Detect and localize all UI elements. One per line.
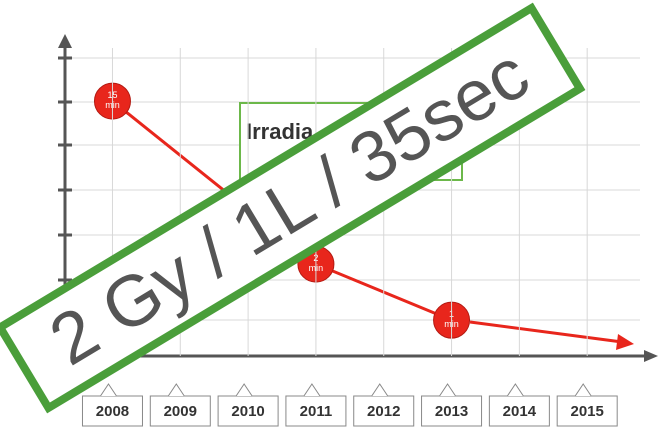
x-tick-box — [353, 395, 415, 427]
overlay-box — [0, 2, 586, 414]
x-tick-label: 2012 — [367, 403, 400, 420]
trend-arrow — [469, 320, 623, 344]
x-tick-pointer — [439, 383, 456, 397]
x-tick-pointer — [506, 383, 524, 397]
overlay: 2 Gy / 1L / 35sec — [0, 2, 586, 414]
x-tick-box — [421, 395, 483, 427]
label-box-text: Irradia — [246, 119, 314, 144]
trend-arrow-head — [616, 334, 634, 350]
x-axis-arrow — [644, 350, 658, 362]
x-tick-pointer — [371, 383, 389, 397]
x-tick-pointer — [167, 383, 185, 397]
x-ticks: 2008 2009 2010 2011 2012 2013 2014 2015 — [81, 48, 618, 427]
x-tick-label: 2014 — [503, 403, 537, 420]
x-tick-box — [556, 395, 618, 427]
y-axis-arrow — [58, 34, 72, 48]
x-tick-box — [149, 395, 211, 427]
x-tick-label: 2008 — [96, 403, 129, 420]
x-tick-box — [217, 395, 279, 427]
x-tick-label: 2010 — [231, 403, 264, 420]
x-tick-pointer — [100, 383, 117, 397]
x-tick-pointer — [303, 383, 321, 397]
x-tick-pointer — [235, 383, 253, 397]
x-tick-label: 2009 — [164, 403, 197, 420]
x-tick-box — [81, 395, 143, 427]
x-tick-label: 2015 — [570, 403, 603, 420]
x-tick-label: 2013 — [435, 403, 468, 420]
x-tick-box — [488, 395, 550, 427]
x-tick-pointer — [574, 383, 592, 397]
x-tick-label: 2011 — [300, 403, 333, 420]
